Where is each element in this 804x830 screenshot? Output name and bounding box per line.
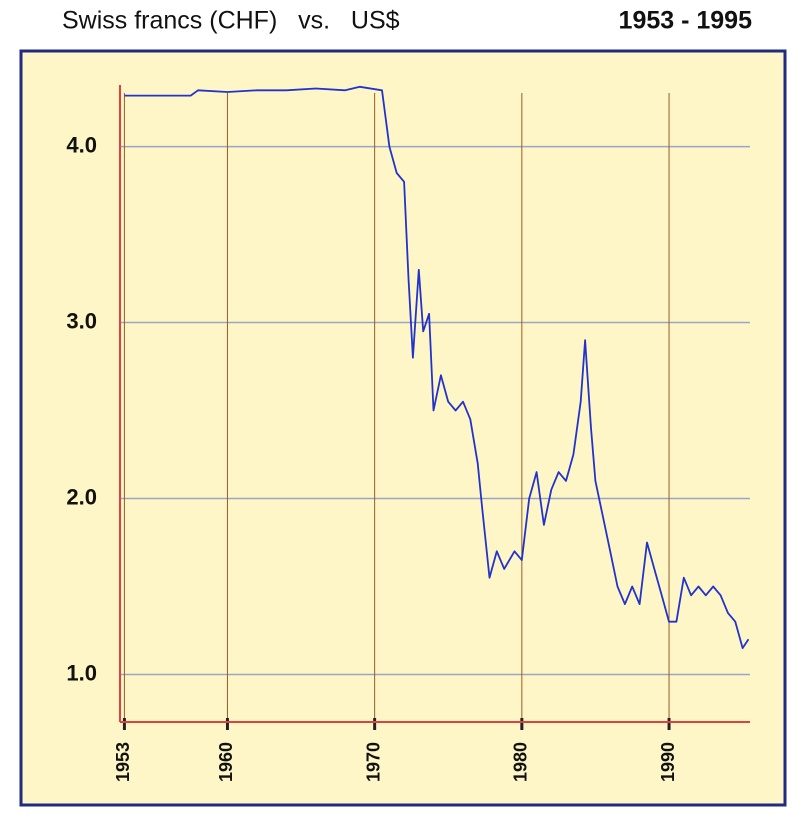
plot-frame	[19, 49, 787, 807]
x-tick-label: 1990	[658, 742, 678, 782]
y-tick-label: 1.0	[66, 660, 97, 685]
y-tick-label: 2.0	[66, 484, 97, 509]
chart-subtitle: 1953 - 1995	[619, 7, 753, 35]
x-tick-label: 1980	[511, 742, 531, 782]
chart-title: Swiss francs (CHF) vs. US$	[62, 7, 400, 35]
x-tick-label: 1953	[113, 742, 133, 782]
x-tick-label: 1970	[363, 742, 383, 782]
x-tick-label: 1960	[216, 742, 236, 782]
data-line	[124, 85, 750, 649]
y-tick-label: 4.0	[66, 132, 97, 157]
y-tick-label: 3.0	[66, 308, 97, 333]
